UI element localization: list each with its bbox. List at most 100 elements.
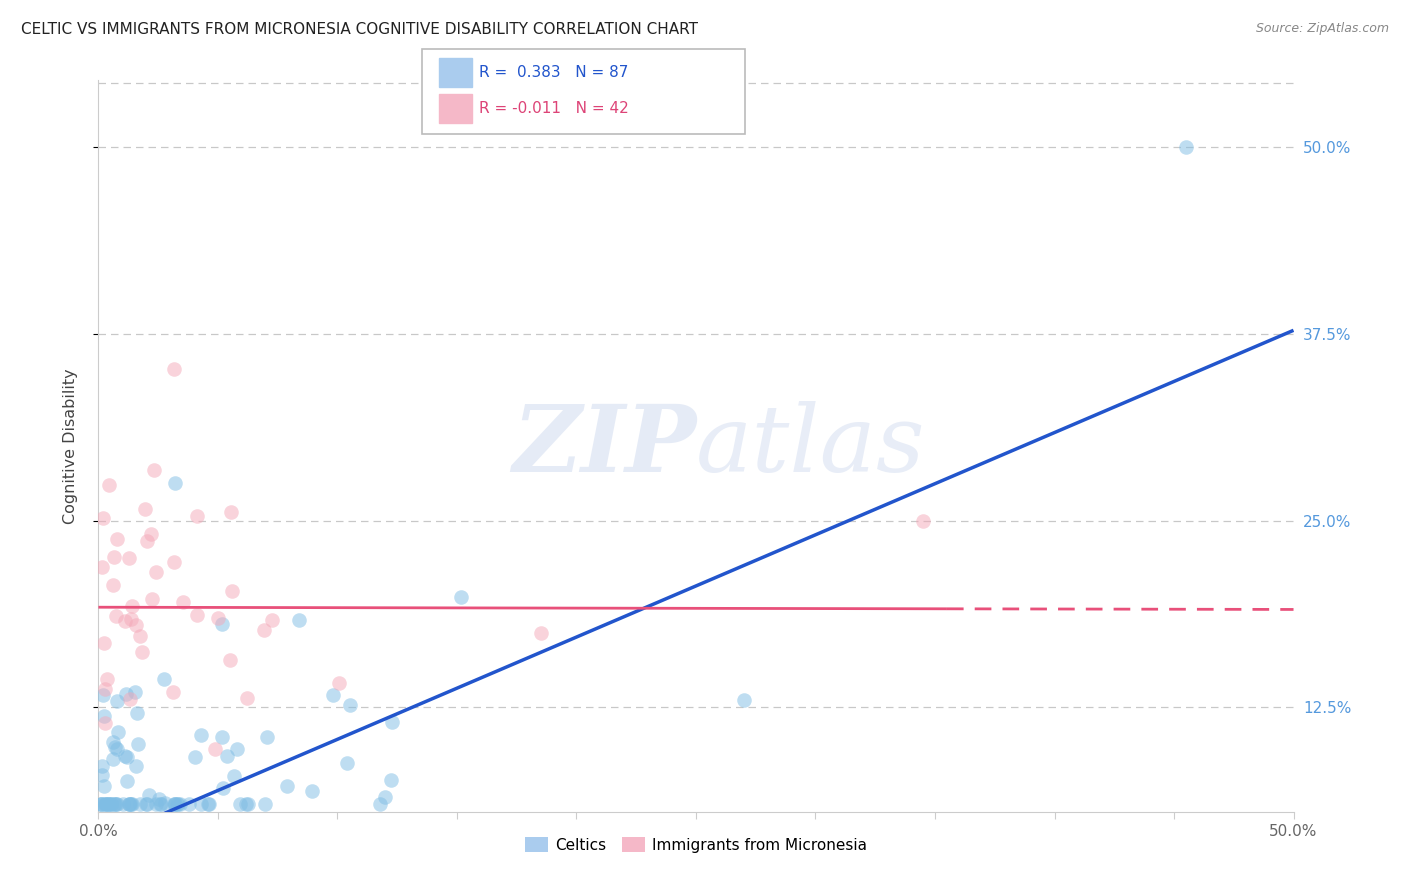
Point — [96, 673, 118, 687]
Point — [374, 789, 396, 804]
Point — [184, 749, 207, 764]
Point — [253, 797, 276, 812]
Point — [118, 692, 141, 706]
Point — [235, 797, 257, 812]
Point — [162, 797, 184, 812]
Point — [221, 505, 243, 519]
Point — [105, 742, 128, 756]
Point — [125, 618, 148, 632]
Point — [172, 594, 194, 608]
Point — [221, 584, 243, 599]
Point — [129, 629, 152, 643]
Point — [148, 792, 170, 806]
Point — [162, 685, 184, 699]
Point — [380, 714, 402, 729]
Point — [139, 527, 162, 541]
Legend: Celtics, Immigrants from Micronesia: Celtics, Immigrants from Micronesia — [519, 831, 873, 859]
Point — [190, 797, 212, 812]
Point — [93, 688, 115, 702]
Point — [163, 555, 186, 569]
Point — [197, 797, 219, 812]
Point — [124, 685, 146, 699]
Point — [118, 797, 141, 812]
Point — [96, 797, 118, 812]
Point — [91, 511, 114, 525]
Text: R = -0.011   N = 42: R = -0.011 N = 42 — [479, 101, 630, 116]
Point — [94, 797, 117, 812]
Point — [328, 676, 350, 690]
Point — [114, 748, 136, 763]
Point — [141, 591, 163, 606]
Point — [101, 577, 124, 591]
Point — [450, 591, 472, 605]
Text: Source: ZipAtlas.com: Source: ZipAtlas.com — [1256, 22, 1389, 36]
Point — [288, 613, 311, 627]
Text: atlas: atlas — [696, 401, 925, 491]
Point — [117, 773, 139, 788]
Point — [186, 508, 208, 523]
Point — [91, 759, 114, 773]
Point — [93, 636, 115, 650]
Point — [207, 611, 229, 625]
Text: ZIP: ZIP — [512, 401, 696, 491]
Point — [115, 750, 138, 764]
Point — [121, 797, 143, 812]
Point — [218, 653, 240, 667]
Point — [131, 645, 153, 659]
Point — [114, 614, 136, 628]
Point — [169, 797, 191, 812]
Point — [217, 749, 239, 764]
Point — [253, 623, 276, 637]
Point — [135, 797, 157, 812]
Point — [163, 361, 186, 376]
Point — [211, 730, 233, 744]
Point — [145, 566, 167, 580]
Point — [229, 797, 252, 812]
Point — [98, 797, 121, 812]
Point — [260, 613, 283, 627]
Point — [121, 599, 143, 613]
Point — [153, 672, 176, 686]
Text: R =  0.383   N = 87: R = 0.383 N = 87 — [479, 65, 628, 80]
Point — [91, 768, 114, 782]
Point — [118, 551, 141, 566]
Point — [97, 797, 120, 812]
Point — [107, 725, 129, 739]
Point — [136, 533, 159, 548]
Point — [911, 514, 934, 528]
Point — [204, 742, 226, 756]
Point — [134, 502, 156, 516]
Point — [136, 797, 159, 812]
Point — [211, 616, 233, 631]
Point — [90, 797, 112, 812]
Text: CELTIC VS IMMIGRANTS FROM MICRONESIA COGNITIVE DISABILITY CORRELATION CHART: CELTIC VS IMMIGRANTS FROM MICRONESIA COG… — [21, 22, 699, 37]
Point — [153, 797, 176, 811]
Point — [222, 769, 245, 783]
Point — [370, 797, 392, 812]
Point — [212, 780, 235, 795]
Point — [301, 784, 323, 798]
Point — [733, 692, 755, 706]
Point — [94, 797, 117, 812]
Point — [256, 730, 278, 744]
Point — [197, 797, 219, 812]
Point — [322, 688, 344, 702]
Point — [530, 625, 553, 640]
Point — [115, 687, 138, 701]
Point — [105, 797, 128, 812]
Point — [90, 559, 112, 574]
Point — [93, 709, 115, 723]
Point — [186, 608, 208, 623]
Point — [380, 773, 402, 788]
Point — [163, 797, 186, 812]
Point — [190, 728, 212, 742]
Point — [149, 797, 172, 812]
Point — [105, 532, 128, 546]
Point — [101, 734, 124, 748]
Point — [339, 698, 361, 713]
Point — [103, 797, 125, 812]
Point — [105, 694, 128, 708]
Point — [96, 797, 118, 812]
Point — [225, 742, 247, 756]
Point — [163, 797, 186, 812]
